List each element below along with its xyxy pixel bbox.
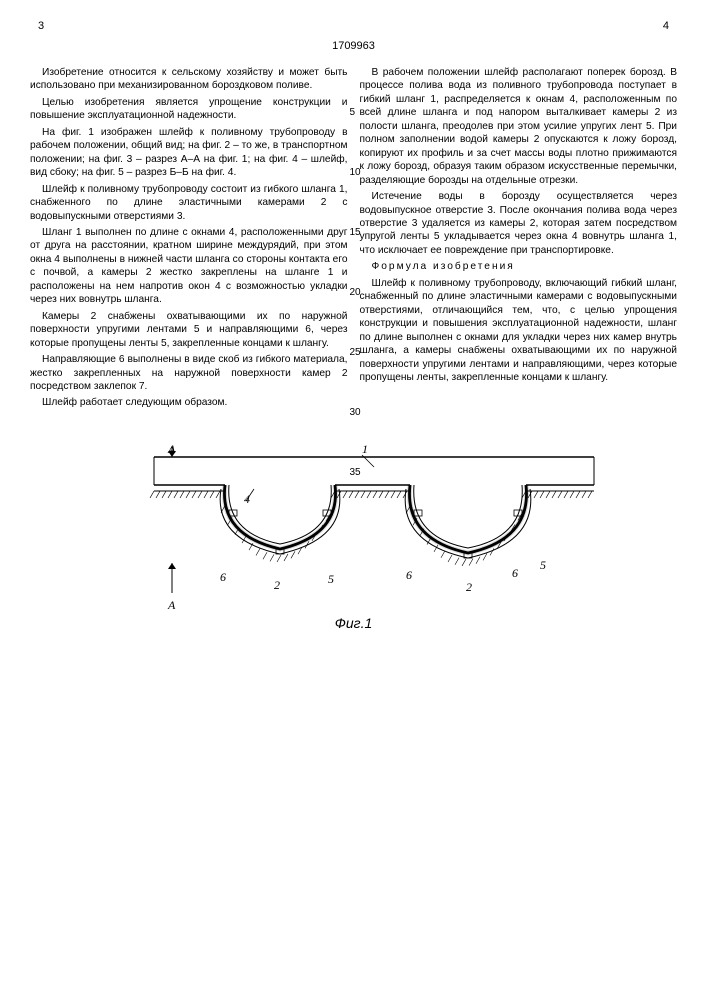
figure-label: Фиг.1: [30, 615, 677, 631]
header-row: 3 4: [30, 20, 677, 32]
page: 3 4 1709963 Изобретение относится к сель…: [0, 0, 707, 1000]
paragraph: В рабочем положении шлейф располагают по…: [360, 66, 678, 187]
paragraph: Изобретение относится к сельскому хозяйс…: [30, 66, 348, 93]
paragraph: Шлейф работает следующим образом.: [30, 396, 348, 409]
line-num: 30: [350, 406, 361, 419]
svg-text:4: 4: [244, 492, 250, 506]
patent-number: 1709963: [30, 40, 677, 52]
paragraph: Истечение воды в борозду осуществляется …: [360, 190, 678, 257]
paragraph: Направляющие 6 выполнены в виде скоб из …: [30, 353, 348, 393]
line-num: 5: [350, 106, 356, 119]
line-num: 10: [350, 166, 361, 179]
paragraph: Шлейф к поливному трубопроводу состоит и…: [30, 183, 348, 223]
svg-text:А: А: [167, 598, 176, 612]
svg-text:1: 1: [362, 443, 368, 456]
svg-text:6: 6: [406, 568, 412, 582]
svg-text:А: А: [167, 443, 176, 456]
svg-text:2: 2: [466, 580, 472, 594]
page-num-left: 3: [38, 20, 44, 32]
svg-text:5: 5: [328, 572, 334, 586]
paragraph: Шланг 1 выполнен по длине с окнами 4, ра…: [30, 226, 348, 307]
svg-text:6: 6: [512, 566, 518, 580]
svg-text:6: 6: [220, 570, 226, 584]
paragraph: Целью изобретения является упрощение кон…: [30, 96, 348, 123]
page-num-right: 4: [663, 20, 669, 32]
column-left: Изобретение относится к сельскому хозяйс…: [30, 66, 348, 413]
svg-text:5: 5: [540, 558, 546, 572]
formula-title: Формула изобретения: [360, 260, 678, 273]
line-num: 15: [350, 226, 361, 239]
paragraph: Шлейф к поливному трубопроводу, включающ…: [360, 277, 678, 385]
column-right: 5 10 15 20 25 30 35 В рабочем положении …: [360, 66, 678, 413]
text-columns: Изобретение относится к сельскому хозяйс…: [30, 66, 677, 413]
line-num: 35: [350, 466, 361, 479]
line-num: 25: [350, 346, 361, 359]
line-num: 20: [350, 286, 361, 299]
svg-text:2: 2: [274, 578, 280, 592]
paragraph: На фиг. 1 изображен шлейф к поливному тр…: [30, 126, 348, 180]
paragraph: Камеры 2 снабжены охватывающими их по на…: [30, 310, 348, 350]
